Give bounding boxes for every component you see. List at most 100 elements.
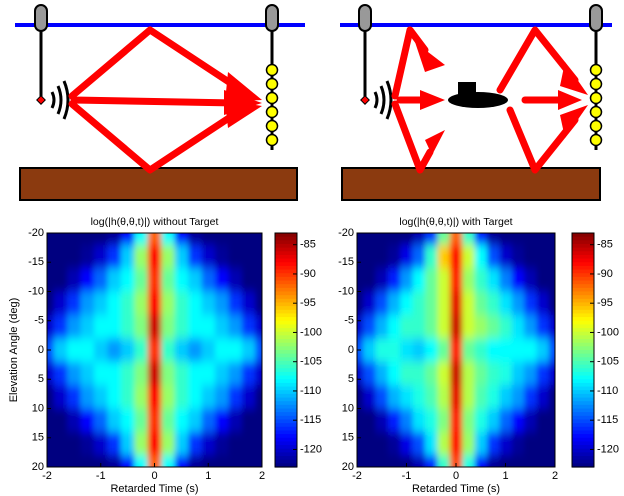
colorbar-tick-label: -110 bbox=[597, 385, 618, 397]
colorbar: -85-90-95-100-105-110-115-120 bbox=[275, 233, 322, 468]
y-tick-label: -5 bbox=[34, 315, 44, 327]
heatmap-cell bbox=[413, 385, 426, 409]
heatmap-cell bbox=[134, 409, 148, 433]
heatmap-cell bbox=[376, 268, 389, 292]
colorbar-tick-label: -105 bbox=[597, 356, 619, 368]
heatmap-cell bbox=[107, 268, 121, 292]
heatmap-cell bbox=[188, 362, 202, 386]
heatmap-cell bbox=[202, 409, 216, 433]
heatmap-cell bbox=[425, 268, 438, 292]
x-tick-label: 0 bbox=[151, 470, 157, 482]
diagram-with-target bbox=[340, 5, 612, 200]
heatmap-cell bbox=[475, 432, 488, 456]
heatmap-cell bbox=[450, 432, 463, 456]
heatmap-cell bbox=[512, 338, 525, 362]
heatmap-cell bbox=[228, 409, 242, 433]
x-tick-label: -1 bbox=[96, 470, 106, 482]
heatmap-cell bbox=[425, 292, 438, 316]
heatmap-cell bbox=[524, 385, 537, 409]
heatmap-cell bbox=[81, 432, 95, 456]
heatmap-cell bbox=[94, 385, 108, 409]
colorbar-tick-label: -110 bbox=[300, 385, 321, 397]
heatmap-cell bbox=[215, 315, 229, 339]
heatmap-cell bbox=[425, 315, 438, 339]
heatmap-cell bbox=[363, 385, 376, 409]
heatmap-cell bbox=[462, 268, 475, 292]
heatmap-cell bbox=[388, 245, 401, 269]
heatmap-cell bbox=[161, 292, 175, 316]
heatmap-cell bbox=[499, 245, 512, 269]
heatmap-cell bbox=[228, 292, 242, 316]
y-tick-label: 20 bbox=[342, 461, 354, 473]
heatmap-cell bbox=[81, 362, 95, 386]
heatmap-cell bbox=[228, 315, 242, 339]
heatmap-cell bbox=[161, 409, 175, 433]
colorbar: -85-90-95-100-105-110-115-120 bbox=[572, 233, 619, 468]
heatmap-cell bbox=[400, 292, 413, 316]
heatmap-cell bbox=[161, 315, 175, 339]
heatmap-cell bbox=[425, 385, 438, 409]
heatmap-cell bbox=[202, 432, 216, 456]
heatmap-cell bbox=[524, 292, 537, 316]
x-tick-label: 0 bbox=[453, 470, 459, 482]
heatmap-cell bbox=[121, 292, 135, 316]
colorbar-tick-label: -115 bbox=[597, 414, 618, 426]
heatmap-cell bbox=[148, 315, 162, 339]
heatmap-cell bbox=[161, 338, 175, 362]
x-axis-label: Retarded Time (s) bbox=[412, 483, 500, 495]
heatmap-cell bbox=[413, 292, 426, 316]
heatmap-cell bbox=[499, 362, 512, 386]
y-tick-label: -20 bbox=[338, 227, 354, 239]
heatmap-cell bbox=[94, 432, 108, 456]
heatmap-cell bbox=[121, 268, 135, 292]
heatmap-cell bbox=[499, 409, 512, 433]
colorbar-tick-label: -115 bbox=[300, 414, 321, 426]
heatmap-cell bbox=[67, 362, 81, 386]
heatmap-cell bbox=[512, 268, 525, 292]
heatmap-cell bbox=[242, 409, 256, 433]
heatmap-cell bbox=[413, 245, 426, 269]
y-axis-label: Elevation Angle (deg) bbox=[8, 298, 20, 403]
heatmap-cell bbox=[487, 432, 500, 456]
heatmap-cell bbox=[202, 362, 216, 386]
heatmap-cell bbox=[400, 268, 413, 292]
heatmap-cell bbox=[148, 432, 162, 456]
heatmap-cell bbox=[67, 385, 81, 409]
heatmap-cell bbox=[450, 385, 463, 409]
heatmap-cell bbox=[475, 338, 488, 362]
heatmap-cell bbox=[388, 338, 401, 362]
heatmap-cell bbox=[413, 362, 426, 386]
heatmap-cell bbox=[148, 409, 162, 433]
heatmap-cell bbox=[512, 362, 525, 386]
heatmap-cell bbox=[400, 409, 413, 433]
heatmap-cell bbox=[54, 245, 68, 269]
heatmap-cell bbox=[81, 338, 95, 362]
heatmap-cell bbox=[107, 385, 121, 409]
diagram-without-target bbox=[15, 5, 305, 200]
heatmap-cell bbox=[215, 432, 229, 456]
heatmap-cell bbox=[81, 292, 95, 316]
heatmap-cell bbox=[242, 245, 256, 269]
colorbar-tick-label: -120 bbox=[300, 443, 322, 455]
heatmap-cell bbox=[228, 338, 242, 362]
heatmap-cell bbox=[161, 432, 175, 456]
colorbar-tick-label: -95 bbox=[597, 297, 613, 309]
heatmap-cell bbox=[121, 409, 135, 433]
heatmap-cell bbox=[228, 385, 242, 409]
heatmap-cell bbox=[524, 432, 537, 456]
heatmap-cell bbox=[81, 315, 95, 339]
heatmap-cell bbox=[107, 409, 121, 433]
heatmap-cell bbox=[54, 432, 68, 456]
heatmap-cell bbox=[499, 432, 512, 456]
heatmap-cell bbox=[107, 315, 121, 339]
y-tick-label: 0 bbox=[38, 344, 44, 356]
heatmap-cell bbox=[215, 338, 229, 362]
heatmap-cell bbox=[487, 245, 500, 269]
heatmap-cell bbox=[475, 409, 488, 433]
heatmap-cell bbox=[188, 338, 202, 362]
heatmap-cell bbox=[134, 268, 148, 292]
heatmap-cell bbox=[188, 292, 202, 316]
heatmap-cell bbox=[175, 245, 189, 269]
colorbar-tick-label: -120 bbox=[597, 443, 619, 455]
